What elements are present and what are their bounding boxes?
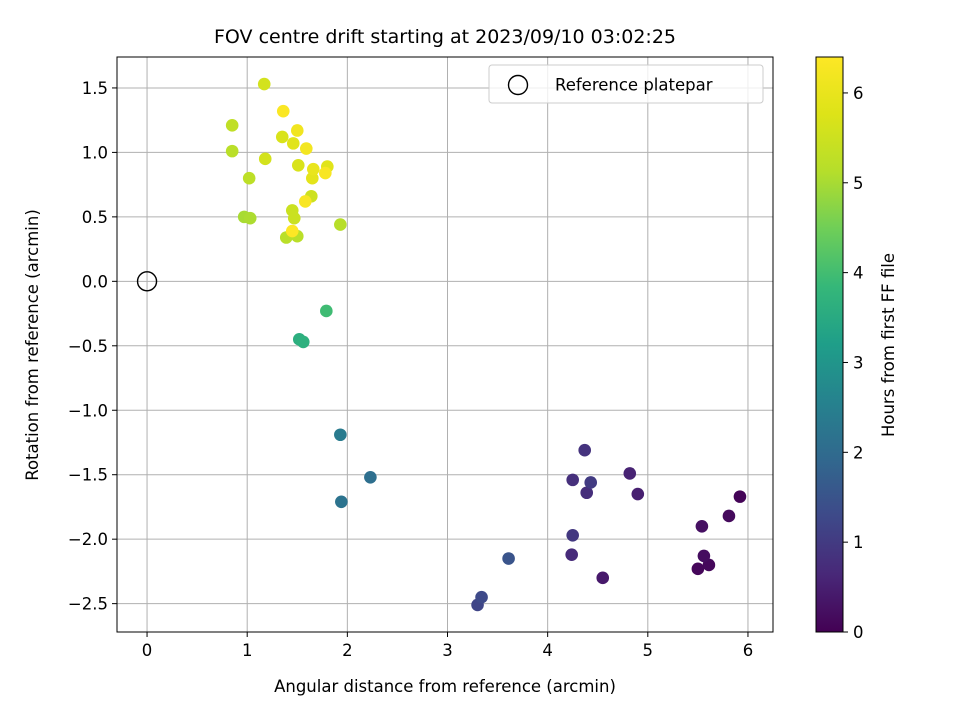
y-tick-label: −0.5 [68, 337, 108, 356]
x-tick-label: 4 [542, 641, 553, 660]
data-point [275, 130, 289, 144]
y-tick-label: 1.0 [82, 143, 108, 162]
x-tick-label: 3 [442, 641, 453, 660]
colorbar-tick-label: 1 [853, 533, 864, 552]
legend: Reference platepar [488, 64, 764, 104]
legend-marker-reference-platepar [507, 74, 529, 96]
x-tick-label: 0 [142, 641, 153, 660]
data-point [697, 549, 711, 563]
data-point [580, 486, 594, 500]
y-axis-label: Rotation from reference (arcmin) [23, 209, 42, 481]
data-points [225, 77, 747, 612]
data-point [584, 476, 598, 489]
data-point [243, 211, 257, 225]
data-point [299, 142, 313, 155]
data-point [623, 467, 637, 480]
reference-marker [136, 271, 158, 292]
colorbar-tick-label: 2 [853, 443, 864, 462]
data-point [631, 487, 645, 501]
legend-label-reference-platepar: Reference platepar [555, 76, 713, 95]
data-point [566, 473, 579, 487]
colorbar: 0 1 2 3 4 5 6 Hours from first FF file [815, 56, 898, 642]
data-point [691, 562, 705, 576]
colorbar-tick-label: 5 [853, 174, 864, 193]
data-point [290, 124, 304, 137]
colorbar-gradient [815, 56, 844, 633]
data-point [578, 443, 592, 457]
y-axis-ticks: −2.5 −2.0 −1.5 −1.0 −0.5 0.0 0.5 1.0 1.5 [68, 79, 117, 614]
data-point [225, 144, 239, 158]
x-tick-label: 5 [643, 641, 654, 660]
x-axis-ticks: 0 1 2 3 4 5 6 [142, 632, 753, 660]
plot-area-frame [116, 56, 774, 633]
grid-lines [117, 57, 773, 632]
data-point [695, 519, 709, 533]
y-tick-label: 0.0 [82, 272, 108, 291]
data-point [285, 224, 299, 238]
data-point [475, 590, 488, 604]
colorbar-tick-label: 0 [853, 623, 864, 642]
data-point [722, 509, 736, 523]
colorbar-tick-label: 4 [853, 264, 864, 283]
colorbar-tick-label: 6 [853, 84, 864, 103]
data-point [334, 428, 347, 442]
data-point [565, 548, 578, 561]
data-point [319, 166, 332, 180]
y-tick-label: −1.5 [68, 466, 108, 485]
colorbar-label: Hours from first FF file [879, 253, 898, 437]
x-tick-label: 2 [342, 641, 353, 660]
reference-platepar-marker [136, 271, 158, 292]
legend-box [488, 64, 764, 104]
x-tick-label: 6 [743, 641, 754, 660]
data-point [733, 490, 747, 503]
data-point [306, 162, 320, 176]
colorbar-ticks: 0 1 2 3 4 5 6 [843, 84, 864, 642]
data-point [334, 218, 347, 231]
data-point [286, 137, 300, 150]
data-point [285, 204, 299, 217]
data-point [298, 195, 312, 208]
y-tick-label: −1.0 [68, 401, 108, 420]
data-point [335, 495, 348, 509]
data-point [257, 77, 271, 91]
data-point [225, 119, 239, 132]
data-point [276, 104, 290, 118]
y-tick-label: −2.5 [68, 595, 108, 614]
y-tick-label: −2.0 [68, 530, 108, 549]
y-tick-label: 1.5 [82, 79, 108, 98]
chart-title: FOV centre drift starting at 2023/09/10 … [214, 26, 676, 48]
colorbar-tick-label: 3 [853, 353, 864, 372]
data-point [258, 152, 272, 166]
x-tick-label: 1 [242, 641, 253, 660]
data-point [596, 571, 610, 585]
data-point [320, 304, 333, 318]
data-point [242, 171, 256, 185]
data-point [502, 552, 515, 565]
data-point [364, 470, 377, 484]
data-point [566, 529, 579, 542]
y-tick-label: 0.5 [82, 208, 108, 227]
data-point [291, 158, 305, 172]
x-axis-label: Angular distance from reference (arcmin) [274, 677, 616, 696]
data-point [296, 335, 310, 349]
